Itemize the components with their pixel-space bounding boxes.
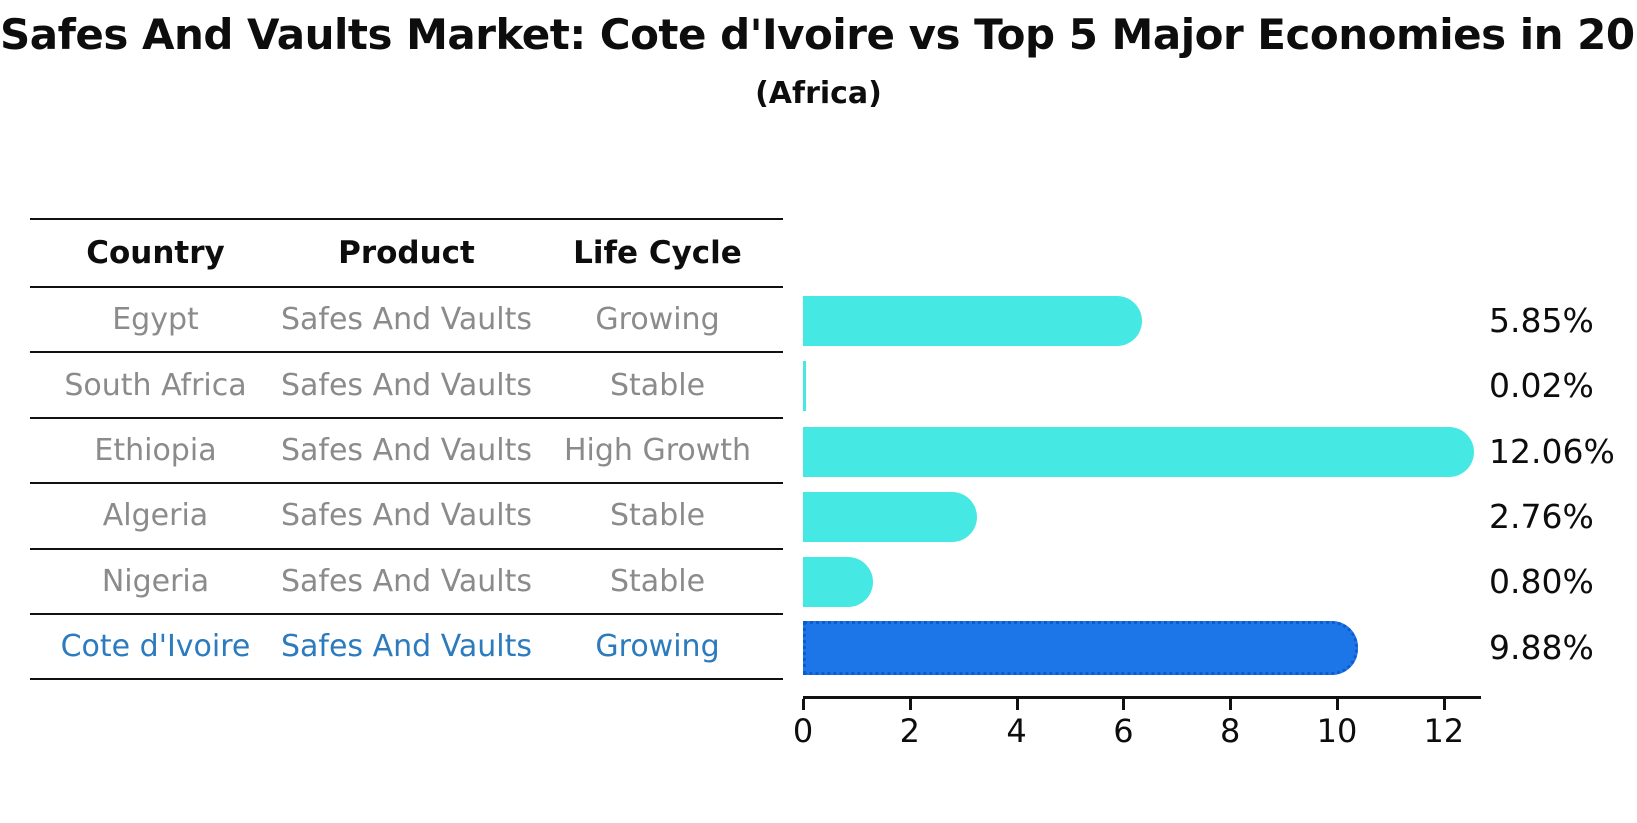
x-tick-label-2: 2 bbox=[899, 712, 920, 750]
x-tick-label-0: 0 bbox=[792, 712, 814, 750]
cell-product: Safes And Vaults bbox=[280, 629, 533, 665]
value-label-algeria: 2.76% bbox=[1489, 496, 1594, 536]
table-row-egypt: Egypt Safes And Vaults Growing bbox=[30, 288, 783, 354]
cell-product: Safes And Vaults bbox=[280, 432, 533, 468]
table-row-cote-d-ivoire: Cote d'Ivoire Safes And Vaults Growing bbox=[30, 615, 783, 681]
x-tick-label-12: 12 bbox=[1423, 712, 1465, 750]
table-header-row: Country Product Life Cycle bbox=[30, 218, 783, 288]
cell-country: Algeria bbox=[102, 498, 209, 534]
value-label-nigeria: 0.80% bbox=[1489, 562, 1594, 602]
table-row-algeria: Algeria Safes And Vaults Stable bbox=[30, 484, 783, 550]
x-tick-2 bbox=[908, 699, 912, 710]
value-label-south-africa: 0.02% bbox=[1489, 366, 1594, 406]
bar-nigeria bbox=[803, 557, 873, 608]
x-tick-8 bbox=[1229, 699, 1233, 710]
x-tick-10 bbox=[1336, 699, 1339, 710]
value-label-egypt: 5.85% bbox=[1489, 300, 1594, 340]
x-tick-label-10: 10 bbox=[1316, 712, 1358, 750]
table-header-life-cycle: Life Cycle bbox=[573, 235, 742, 271]
cell-product: Safes And Vaults bbox=[280, 563, 533, 599]
bar-south-africa bbox=[803, 361, 806, 412]
bar-algeria bbox=[803, 491, 978, 542]
x-tick-12 bbox=[1442, 699, 1446, 710]
table-header-country: Country bbox=[86, 235, 225, 271]
table-row-nigeria: Nigeria Safes And Vaults Stable bbox=[30, 550, 783, 615]
chart-subtitle: (Africa) bbox=[755, 76, 882, 111]
x-tick-6 bbox=[1122, 699, 1126, 710]
cell-product: Safes And Vaults bbox=[280, 367, 533, 403]
x-tick-4 bbox=[1015, 699, 1019, 710]
cell-life-cycle: Stable bbox=[610, 563, 706, 599]
x-tick-label-6: 6 bbox=[1113, 712, 1134, 750]
table-row-south-africa: South Africa Safes And Vaults Stable bbox=[30, 353, 783, 419]
bar-egypt bbox=[803, 295, 1143, 346]
cell-life-cycle: Stable bbox=[610, 498, 706, 534]
cell-country: Ethiopia bbox=[94, 432, 217, 468]
country-table: Country Product Life Cycle Egypt Safes An… bbox=[30, 218, 783, 681]
cell-life-cycle: Growing bbox=[595, 629, 720, 665]
x-tick-0 bbox=[802, 699, 805, 710]
bar-plot-area bbox=[803, 288, 1503, 680]
bar-ethiopia bbox=[803, 426, 1474, 477]
x-tick-label-8: 8 bbox=[1220, 712, 1241, 750]
value-label-ethiopia: 12.06% bbox=[1489, 431, 1615, 471]
cell-product: Safes And Vaults bbox=[280, 302, 533, 338]
cell-country: South Africa bbox=[64, 367, 247, 403]
bar-cote-d-ivoire bbox=[803, 620, 1358, 675]
cell-product: Safes And Vaults bbox=[280, 498, 533, 534]
cell-life-cycle: Stable bbox=[610, 367, 706, 403]
cell-country: Cote d'Ivoire bbox=[60, 629, 251, 665]
cell-life-cycle: High Growth bbox=[563, 432, 752, 468]
table-header-product: Product bbox=[338, 235, 475, 271]
cell-life-cycle: Growing bbox=[595, 302, 720, 338]
cell-country: Nigeria bbox=[101, 563, 210, 599]
table-body: Egypt Safes And Vaults Growing South Africa… bbox=[30, 288, 783, 681]
cell-country: Egypt bbox=[112, 302, 199, 338]
chart-title: Safes And Vaults Market: Cote d'Ivoire v… bbox=[0, 10, 1637, 59]
value-label-cote-d-ivoire: 9.88% bbox=[1489, 627, 1594, 667]
table-row-ethiopia: Ethiopia Safes And Vaults High Growth bbox=[30, 419, 783, 485]
x-axis-line bbox=[803, 696, 1481, 699]
x-tick-label-4: 4 bbox=[1006, 712, 1027, 750]
